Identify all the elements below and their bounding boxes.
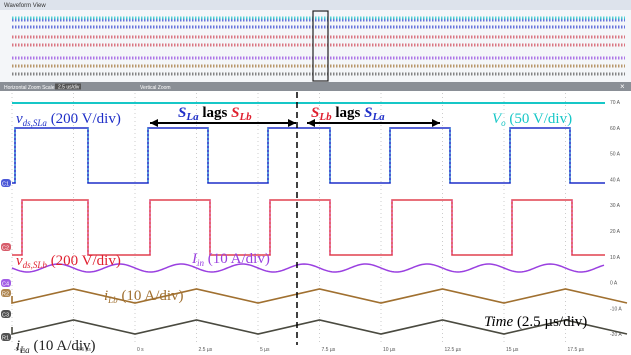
scale: (2.5 µs/div) — [513, 314, 587, 330]
zoom-value: 2.5 us/div — [58, 85, 80, 91]
scale: (50 V/div) — [506, 111, 572, 127]
time-label: 10 µs — [383, 347, 396, 353]
page: Waveform View Horizontal Zoom Scale 2.5 … — [0, 0, 631, 355]
signal-label: Time (2.5 µs/div) — [484, 314, 587, 330]
time-label: 17.5 µs — [568, 347, 585, 353]
amp-label: 20 A — [610, 229, 621, 235]
time-label: 0 s — [137, 347, 144, 353]
amp-label: -10 A — [610, 306, 622, 312]
subscript: ds,SLb — [23, 260, 48, 270]
subscript: Lb — [107, 295, 118, 305]
close-icon[interactable]: × — [620, 82, 625, 91]
amp-label: 50 A — [610, 152, 621, 158]
amp-label: 70 A — [610, 100, 621, 106]
symbol: S — [364, 105, 372, 121]
time-label: 5 µs — [260, 347, 270, 353]
subscript: La — [19, 345, 30, 355]
window-title: Waveform View — [4, 3, 46, 9]
channel-tag: C3 — [2, 313, 9, 319]
vertical-zoom: Vertical Zoom — [140, 85, 171, 91]
scale: (10 A/div) — [118, 288, 184, 304]
symbol: S — [178, 105, 186, 121]
scale: (200 V/div) — [47, 253, 121, 269]
subscript: Lb — [238, 111, 252, 123]
time-label: 15 µs — [506, 347, 519, 353]
amp-label: 60 A — [610, 126, 621, 132]
lag-word: lags — [199, 105, 232, 121]
symbol: S — [231, 105, 239, 121]
scale: (200 V/div) — [47, 111, 121, 127]
channel-tag: R1 — [2, 336, 9, 342]
subscript: La — [371, 111, 385, 123]
time-label: 2.5 µs — [199, 347, 213, 353]
channel-tag: C1 — [2, 182, 9, 188]
symbol: Time — [484, 314, 514, 330]
amp-label: 40 A — [610, 177, 621, 183]
subscript: La — [185, 111, 199, 123]
amp-label: 10 A — [610, 255, 621, 261]
subscript: ds,SLa — [23, 118, 48, 128]
title-bar — [0, 0, 631, 10]
scale: (10 A/div) — [204, 251, 270, 267]
time-label: 12.5 µs — [445, 347, 462, 353]
zoom-label: Horizontal Zoom Scale — [4, 85, 55, 91]
channel-tag: C2 — [2, 246, 9, 252]
amp-label: 30 A — [610, 203, 621, 209]
time-label: 7.5 µs — [322, 347, 336, 353]
lag-word: lags — [332, 105, 365, 121]
amp-label: 0 A — [610, 281, 618, 287]
channel-tag: C4 — [2, 282, 9, 288]
scope-screenshot: Waveform View Horizontal Zoom Scale 2.5 … — [0, 0, 631, 355]
toolbar — [0, 82, 631, 91]
symbol: S — [311, 105, 319, 121]
scale: (10 A/div) — [30, 338, 96, 354]
subscript: Lb — [318, 111, 332, 123]
channel-tag: R2 — [2, 292, 9, 298]
